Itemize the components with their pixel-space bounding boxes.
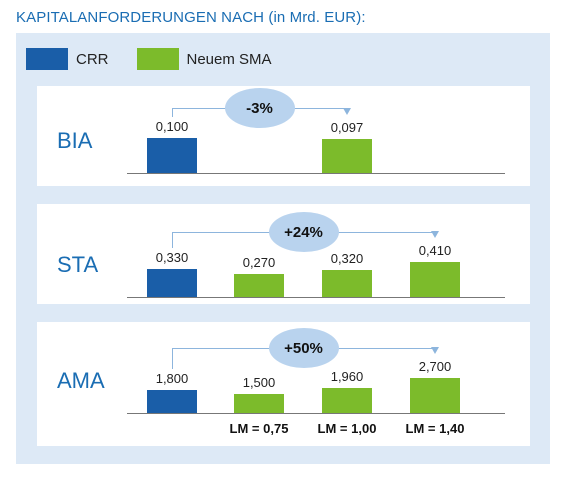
bar-crr	[147, 390, 197, 413]
legend-swatch-crr	[26, 48, 68, 70]
data-label: 0,097	[330, 120, 364, 135]
bar-neuem-sma	[322, 139, 372, 173]
lm-label: LM = 0,75	[229, 421, 289, 436]
bar-crr	[147, 269, 197, 297]
arrow-head-icon	[343, 108, 351, 115]
data-label: 2,700	[418, 359, 452, 374]
bar-neuem-sma	[234, 274, 284, 297]
bar-crr	[147, 138, 197, 173]
data-label: 1,960	[330, 369, 364, 384]
baseline	[127, 297, 505, 298]
legend-label-crr: CRR	[76, 50, 109, 68]
data-label: 0,320	[330, 251, 364, 266]
panel-label: STA	[57, 252, 99, 277]
data-label: 0,410	[418, 243, 452, 258]
change-badge: +50%	[268, 328, 339, 368]
panel-label: BIA	[57, 128, 93, 153]
data-label: 1,500	[242, 375, 276, 390]
baseline	[127, 413, 505, 414]
data-label: 0,330	[155, 250, 189, 265]
bar-neuem-sma	[410, 378, 460, 413]
panel-bia: BIA 0,100 0,097 -3%	[37, 86, 530, 186]
change-badge: -3%	[224, 88, 295, 128]
arrow-head-icon	[431, 347, 439, 354]
chart-title: KAPITALANFORDERUNGEN NACH (in Mrd. EUR):	[16, 9, 366, 26]
data-label: 0,270	[242, 255, 276, 270]
legend-swatch-sma	[136, 48, 179, 70]
bar-neuem-sma	[322, 270, 372, 297]
panel-label: AMA	[57, 368, 105, 393]
baseline	[127, 173, 505, 174]
panel-sta: STA 0,330 0,270 0,320 0,410 +24%	[37, 204, 530, 304]
lm-label: LM = 1,00	[317, 421, 377, 436]
legend-label-sma: Neuem SMA	[186, 50, 272, 68]
arrow-head-icon	[431, 231, 439, 238]
legend: CRR Neuem SMA	[26, 46, 292, 72]
data-label: 0,100	[155, 119, 189, 134]
bar-neuem-sma	[410, 262, 460, 297]
change-badge: +24%	[268, 212, 339, 252]
data-label: 1,800	[155, 371, 189, 386]
bar-neuem-sma	[234, 394, 284, 413]
panel-ama: AMA 1,800 1,500 1,960 2,700 +50% LM = 0,75 LM =…	[37, 322, 530, 446]
bar-neuem-sma	[322, 388, 372, 413]
lm-label: LM = 1,40	[405, 421, 465, 436]
